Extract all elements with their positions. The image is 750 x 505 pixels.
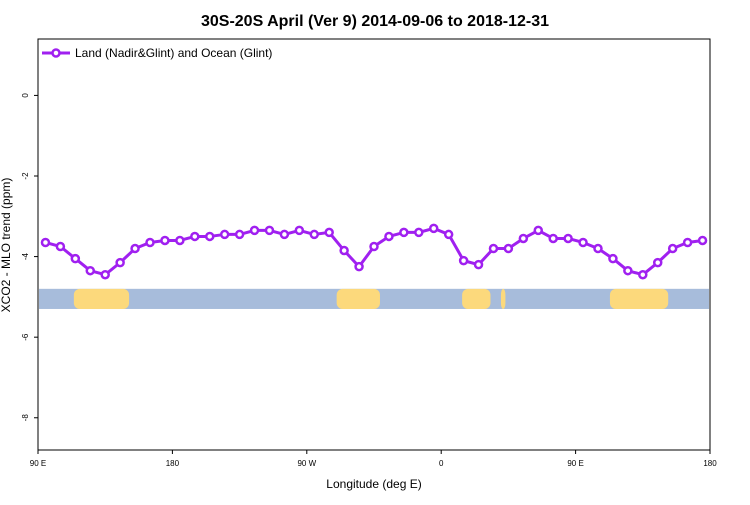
map-strip (39, 288, 709, 309)
data-point (115, 257, 125, 268)
data-point (100, 269, 110, 280)
data-point (145, 237, 155, 248)
data-point (264, 225, 275, 236)
data-point (488, 243, 499, 254)
data-point (40, 237, 51, 248)
data-point (697, 235, 708, 246)
data-point (279, 229, 290, 240)
data-point (130, 243, 140, 254)
data-point (55, 241, 66, 252)
map-strip-land-2 (462, 288, 491, 309)
series-layer (40, 223, 708, 280)
data-point (443, 229, 454, 240)
y-tick-label-4: -8 (21, 414, 30, 422)
x-axis-label: Longitude (deg E) (326, 477, 421, 491)
data-point (682, 237, 693, 248)
chart-title: 30S-20S April (Ver 9) 2014-09-06 to 2018… (201, 13, 549, 30)
data-point (563, 233, 573, 244)
data-point (638, 269, 648, 280)
data-point (518, 233, 529, 244)
x-tick-label-0: 90 E (30, 459, 46, 468)
x-tick-label-1: 180 (166, 459, 180, 468)
map-strip-land-3 (500, 288, 506, 309)
data-point (219, 229, 230, 240)
legend-label: Land (Nadir&Glint) and Ocean (Glint) (75, 46, 272, 60)
data-point (548, 233, 558, 244)
data-point (503, 243, 514, 254)
data-point (652, 257, 663, 268)
data-point (399, 227, 409, 238)
data-point (667, 243, 678, 254)
data-point (384, 231, 394, 242)
y-tick-label-1: -2 (21, 172, 30, 180)
y-axis-label: XCO2 - MLO trend (ppm) (0, 178, 13, 313)
data-point (578, 237, 588, 248)
map-strip-land-1 (336, 288, 380, 309)
data-point (85, 265, 96, 276)
data-point (593, 243, 603, 254)
data-point (369, 241, 379, 252)
y-tick-label-0: 0 (21, 93, 30, 98)
legend: Land (Nadir&Glint) and Ocean (Glint) (42, 46, 272, 60)
data-point (533, 225, 544, 236)
legend-marker (51, 48, 61, 58)
data-point (294, 225, 305, 236)
data-point (339, 245, 349, 256)
y-tick-label-2: -4 (21, 252, 30, 260)
map-strip-land-0 (73, 288, 130, 309)
y-tick-label-3: -6 (21, 333, 30, 341)
data-point (354, 261, 364, 272)
data-point (160, 235, 170, 246)
data-point (324, 227, 334, 238)
data-point (473, 259, 484, 270)
data-point (234, 229, 245, 240)
data-point (70, 253, 81, 264)
axis-ticks: 90 E 180 90 W 0 90 E 180 0 -2 -4 -6 -8 (21, 93, 717, 468)
x-tick-label-3: 0 (439, 459, 444, 468)
map-strip-land-4 (609, 288, 669, 309)
x-tick-label-5: 180 (703, 459, 717, 468)
data-point (608, 253, 618, 264)
data-point (175, 235, 185, 246)
data-point (428, 223, 439, 234)
plot-frame (37, 38, 711, 451)
x-tick-label-4: 90 E (567, 459, 583, 468)
data-point (458, 255, 469, 266)
data-point (190, 231, 200, 242)
data-point (309, 229, 320, 240)
data-point (249, 225, 260, 236)
data-point (204, 231, 215, 242)
series-line-0 (45, 226, 703, 277)
x-tick-label-2: 90 W (297, 459, 316, 468)
data-point (414, 227, 424, 238)
data-point (623, 265, 633, 276)
